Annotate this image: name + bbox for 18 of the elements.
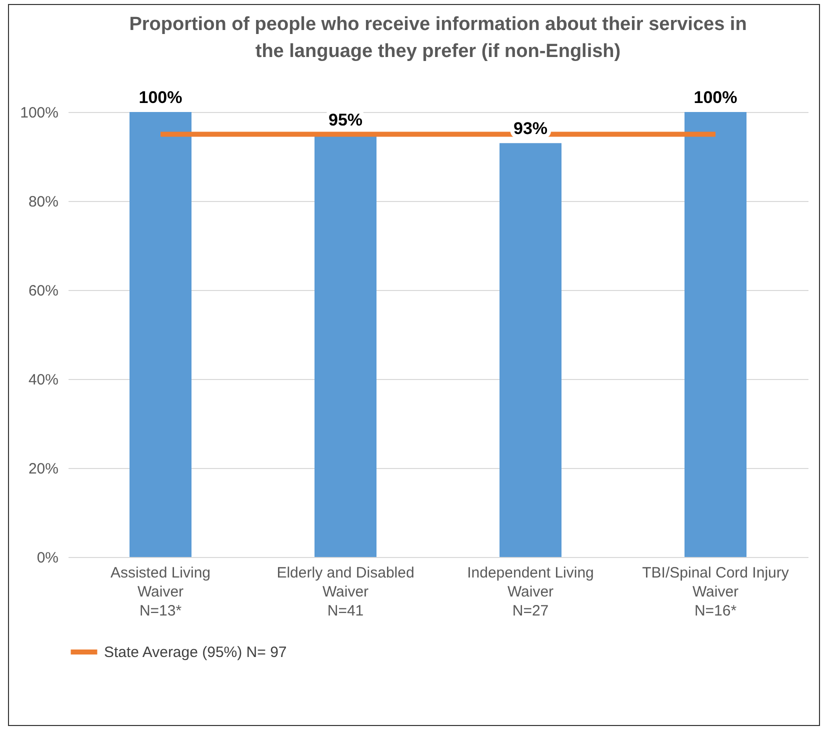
x-tick-label: Elderly and Disabled Waiver N=41 [276,564,414,620]
bar [500,143,562,557]
x-tick-label: TBI/Spinal Cord Injury Waiver N=16* [642,564,790,620]
data-label: 100% [138,88,182,107]
chart-title: Proportion of people who receive information about their services in the language they prefer (if non-English) [129,14,747,62]
bar [684,112,746,557]
y-tick-label: 0% [36,550,58,566]
data-label: 95% [328,110,363,130]
data-label: 100% [694,88,738,107]
y-tick-label: 40% [28,372,58,388]
bar [130,112,192,557]
y-tick-label: 60% [28,282,58,300]
legend-label: State Average (95%) N= 97 [104,644,287,661]
x-tick-label: Independent Living Waiver N=27 [467,564,594,620]
y-tick-label: 80% [28,194,58,210]
y-tick-label: 100% [20,104,58,122]
x-tick-label: Assisted Living Waiver N=13* [110,564,211,620]
y-tick-label: 20% [28,460,58,478]
